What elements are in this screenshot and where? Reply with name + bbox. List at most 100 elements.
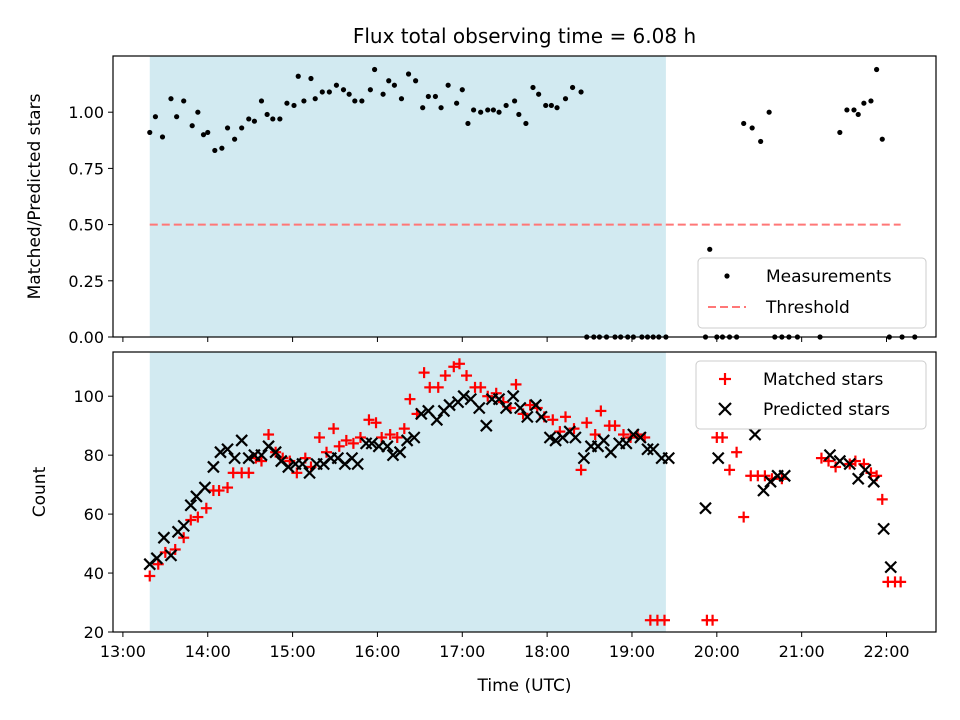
measurement-point (766, 109, 772, 115)
predicted-star-point (748, 428, 762, 441)
measurement-point (152, 114, 159, 120)
bottom-axes-frame (112, 351, 937, 633)
measurement-point (308, 75, 314, 82)
matched-star-point (707, 614, 719, 626)
x-tick-label: 17:00 (439, 642, 485, 661)
measurement-point (554, 105, 560, 111)
bottom-y-tick-label: 60 (84, 505, 104, 524)
measurement-point (174, 114, 180, 120)
bottom-y-tick-label: 100 (73, 387, 104, 406)
predicted-star-point (359, 437, 373, 450)
measurement-point (861, 100, 867, 106)
matched-star-point (328, 423, 340, 435)
measurement-point (851, 107, 857, 113)
legend-measurements-marker (724, 273, 730, 279)
measurement-point (239, 125, 245, 131)
x-tick-label: 21:00 (779, 642, 825, 661)
predicted-star-point (235, 434, 248, 447)
predicted-star-point (177, 519, 190, 533)
measurement-point (478, 109, 484, 115)
predicted-star-point (641, 442, 654, 456)
measurement-point (159, 134, 166, 140)
matched-star-point (200, 502, 212, 514)
predicted-star-point (711, 451, 725, 465)
matched-star-point (169, 543, 181, 555)
matched-star-point (448, 361, 460, 373)
measurement-point (707, 246, 713, 252)
predicted-star-point (457, 389, 470, 403)
predicted-star-point (296, 457, 309, 471)
measurement-point (485, 107, 491, 113)
top-legend: Measurements Threshold (697, 257, 927, 329)
measurement-point (326, 89, 332, 95)
x-tick-label: 15:00 (270, 642, 316, 661)
predicted-star-point (506, 389, 520, 403)
measurement-point (277, 116, 283, 122)
measurement-point (459, 87, 465, 93)
predicted-star-point (535, 410, 548, 424)
measurement-point (454, 100, 460, 106)
x-tick-label: 18:00 (524, 642, 570, 661)
matched-star-point (313, 431, 325, 443)
measurement-point (445, 82, 451, 88)
measurement-point (844, 107, 850, 113)
bottom-y-axis-label: Count (30, 466, 50, 517)
measurement-point (405, 71, 412, 77)
predicted-star-point (282, 460, 295, 474)
predicted-star-point (150, 552, 164, 565)
predicted-star-point (843, 457, 857, 471)
measurement-point (420, 105, 426, 111)
matched-star-point (724, 464, 736, 476)
top-axes-frame (112, 55, 937, 338)
top-y-tick-label: 0.00 (68, 328, 104, 347)
predicted-star-point (400, 434, 414, 447)
measurement-point (438, 105, 444, 111)
predicted-star-point (833, 454, 847, 468)
predicted-star-point (877, 522, 890, 536)
measurement-point (291, 102, 297, 109)
predicted-star-point (157, 531, 171, 544)
predicted-star-point (414, 407, 428, 421)
predicted-star-point (549, 434, 562, 447)
predicted-star-point (884, 560, 898, 574)
x-tick-label: 14:00 (185, 642, 231, 661)
top-y-tick-label: 0.75 (68, 159, 104, 178)
measurement-point (569, 84, 576, 91)
matched-star-point (354, 431, 366, 443)
predicted-star-point (521, 410, 534, 424)
measurement-point (264, 111, 270, 118)
chart-title: Flux total observing time = 6.08 h (353, 24, 696, 48)
matched-star-point (404, 393, 416, 405)
measurement-point (168, 96, 174, 102)
x-tick-label: 22:00 (863, 642, 909, 661)
matched-star-point (439, 370, 451, 382)
measurement-point (536, 91, 542, 97)
predicted-star-point (627, 428, 640, 441)
measurement-point (879, 136, 885, 142)
x-tick-label: 16:00 (354, 642, 400, 661)
bottom-y-tick-label: 80 (84, 446, 104, 465)
predicted-star-point (597, 434, 610, 447)
matched-star-point (581, 417, 593, 429)
predicted-star-point (577, 451, 591, 465)
measurement-point (548, 102, 554, 109)
measurement-point (205, 129, 211, 136)
legend-predicted-label: Predicted stars (763, 400, 890, 420)
matched-star-point (321, 446, 333, 458)
predicted-star-point (407, 431, 421, 444)
measurement-point (758, 138, 764, 145)
predicted-star-point (214, 445, 227, 459)
matched-star-point (895, 576, 907, 588)
predicted-star-point (778, 469, 791, 483)
measurement-point (543, 102, 549, 109)
matched-star-point (595, 405, 607, 417)
predicted-star-point (480, 419, 493, 432)
predicted-star-point (529, 398, 543, 412)
matched-star-point (609, 420, 621, 432)
matched-star-point (658, 614, 670, 626)
legend-threshold-label: Threshold (765, 298, 850, 318)
matched-star-point (398, 423, 410, 435)
measurement-point (503, 102, 509, 109)
predicted-star-point (393, 445, 407, 459)
